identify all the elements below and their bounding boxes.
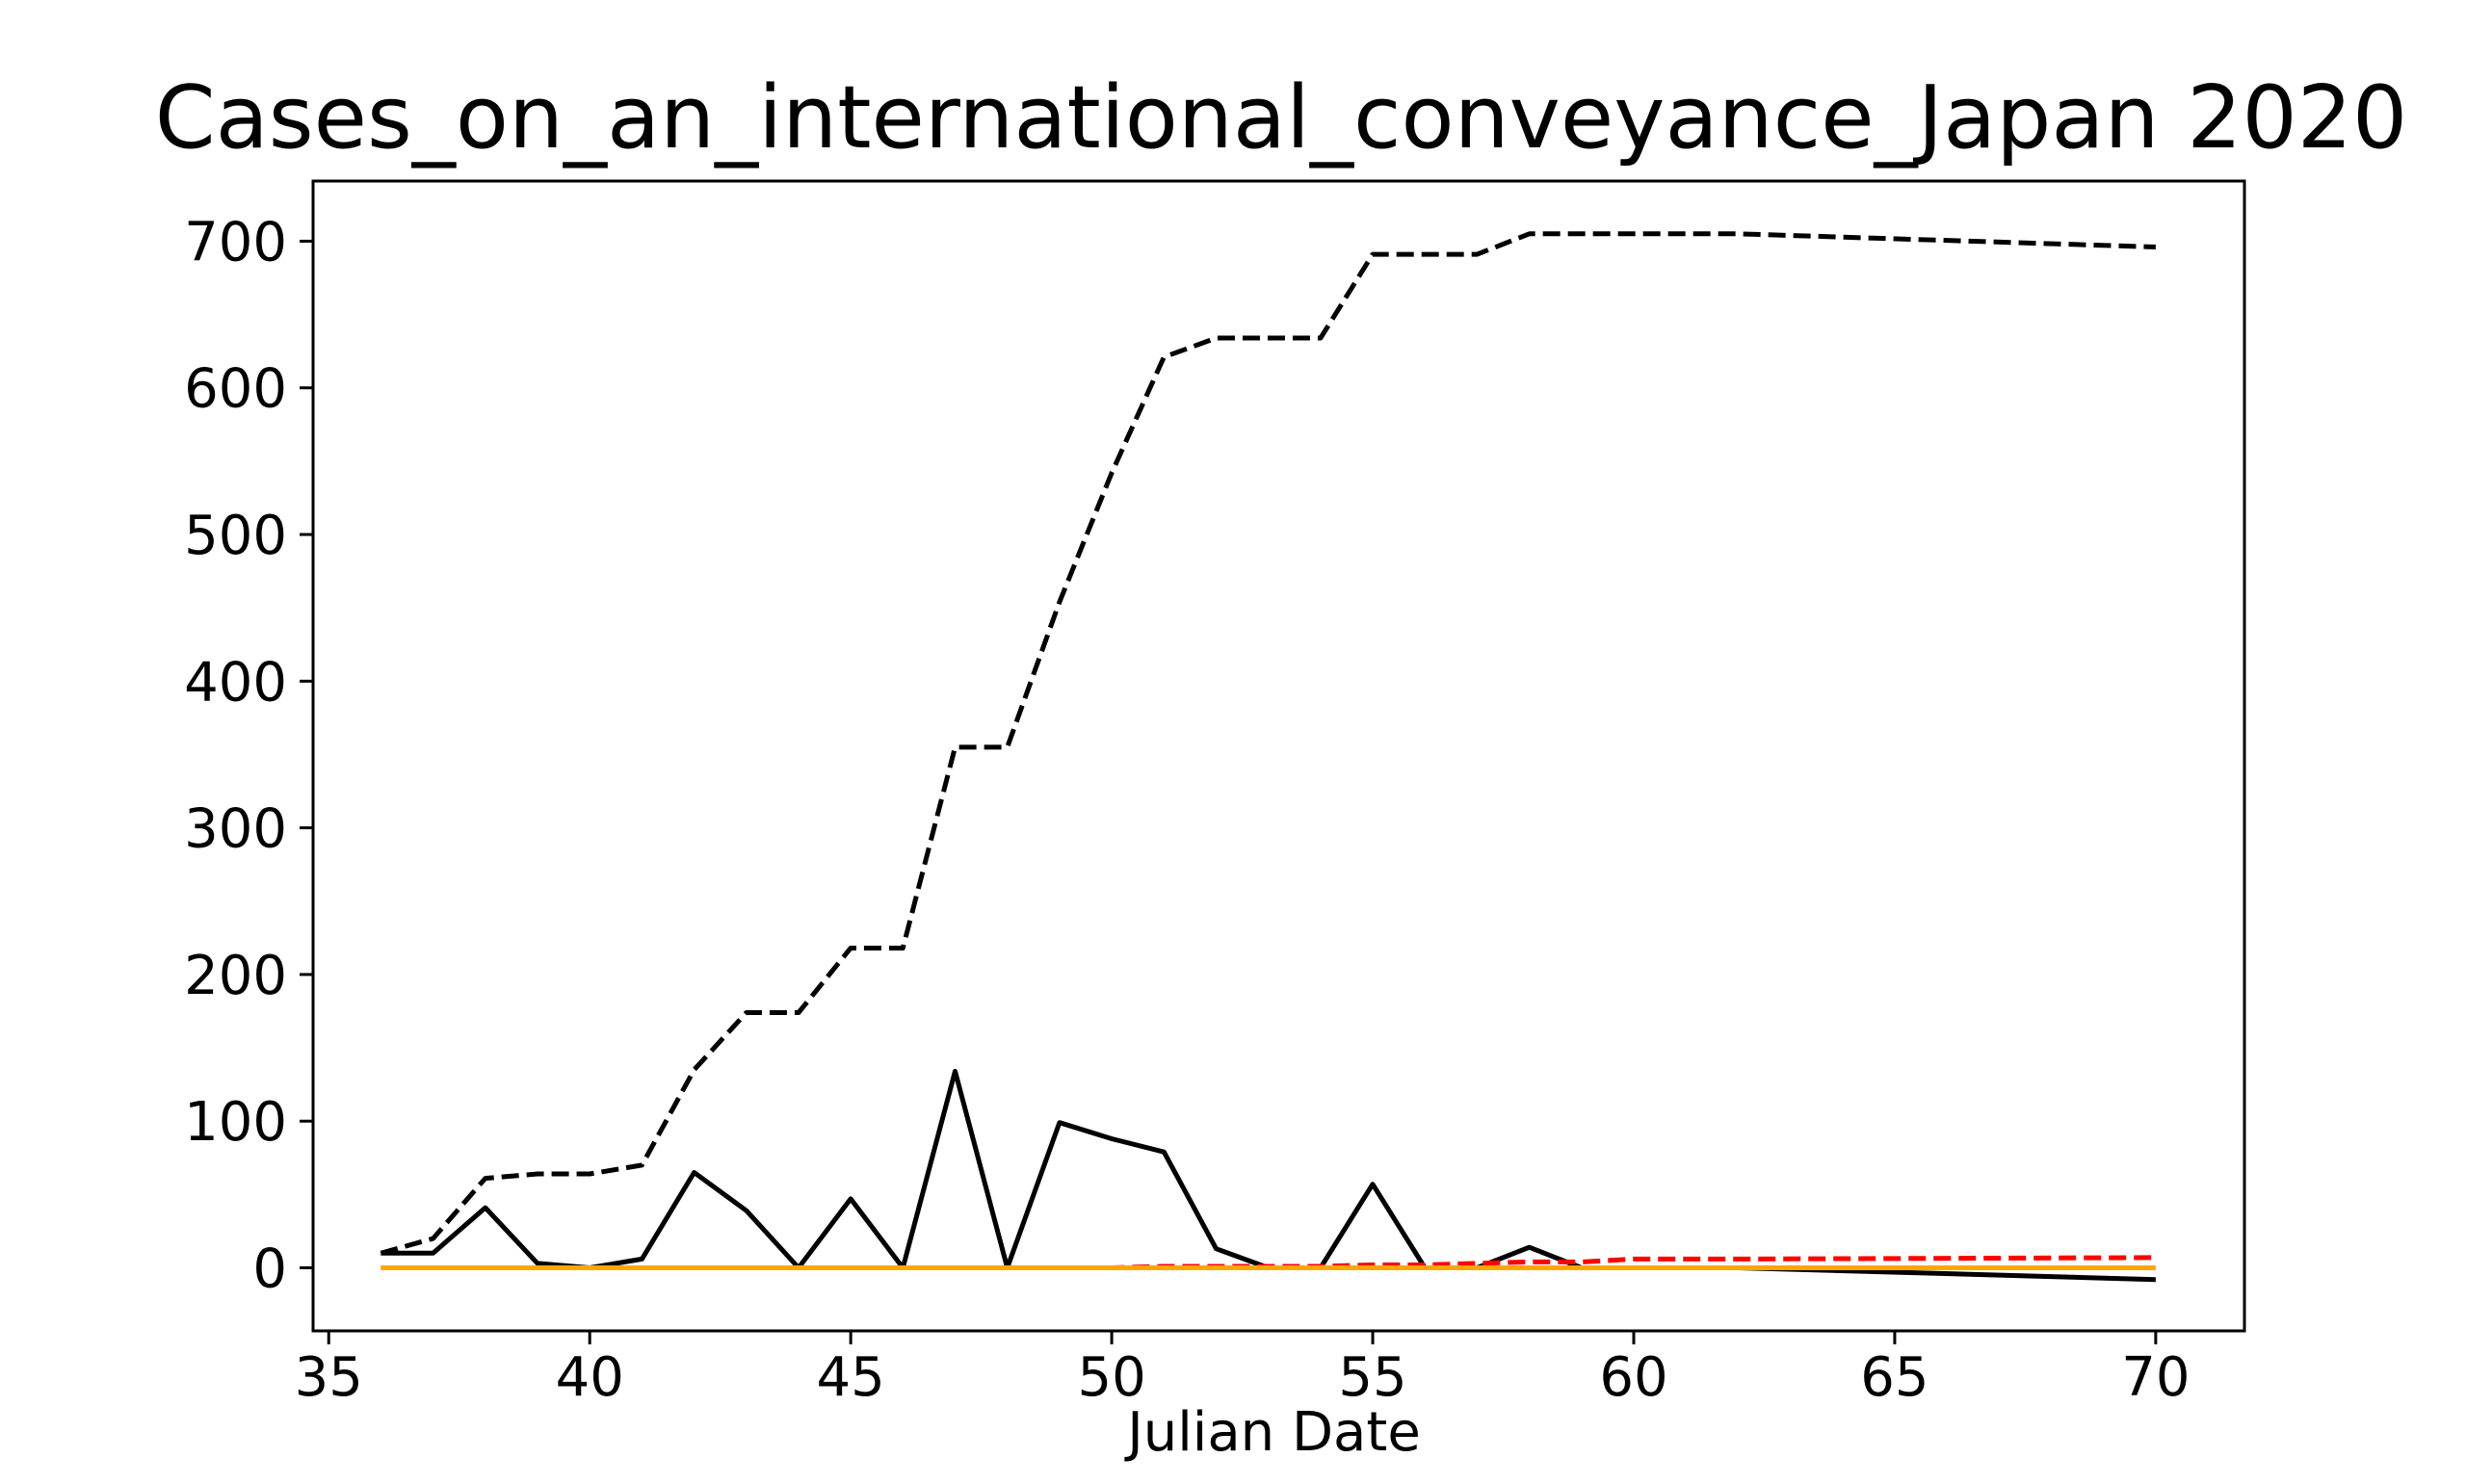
x-tick-label: 50 — [1077, 1346, 1145, 1409]
y-tick-label: 100 — [184, 1091, 287, 1154]
y-tick-label: 500 — [184, 505, 287, 567]
x-tick-label: 45 — [817, 1346, 885, 1409]
x-tick-label: 35 — [295, 1346, 363, 1409]
y-tick-label: 0 — [252, 1238, 287, 1301]
series-line-1 — [380, 231, 2156, 1256]
y-tick-label: 200 — [184, 945, 287, 1007]
series-line-2 — [380, 1068, 2156, 1283]
y-tick-label: 700 — [184, 211, 287, 273]
y-tick-label: 300 — [184, 798, 287, 861]
x-tick-label: 60 — [1599, 1346, 1667, 1409]
chart-title: Cases_on_an_international_conveyance_Jap… — [154, 67, 2408, 169]
y-tick-label: 600 — [184, 358, 287, 421]
x-axis-label: Julian Date — [1127, 1401, 1421, 1464]
x-tick-label: 40 — [556, 1346, 624, 1409]
x-tick-label: 70 — [2121, 1346, 2190, 1409]
x-tick-label: 55 — [1338, 1346, 1406, 1409]
x-tick-label: 65 — [1860, 1346, 1928, 1409]
y-tick-label: 400 — [184, 651, 287, 714]
plot-frame — [311, 179, 2246, 1333]
